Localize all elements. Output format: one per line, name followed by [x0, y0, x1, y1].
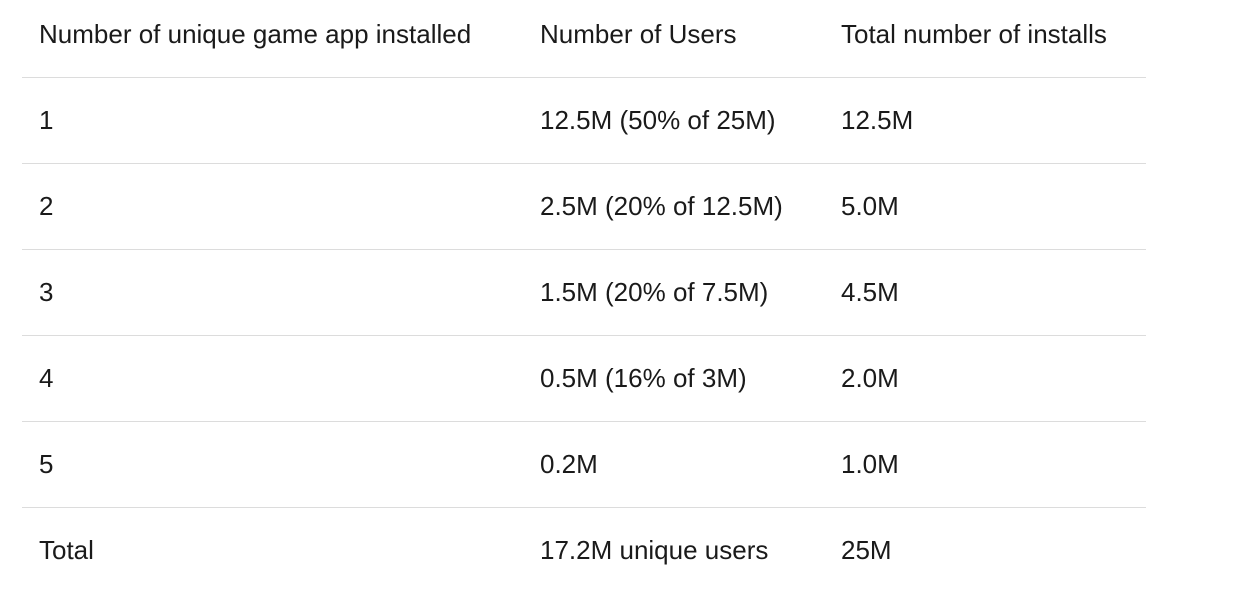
table-row: 1 12.5M (50% of 25M) 12.5M — [22, 77, 1146, 164]
cell-app-count: 3 — [22, 249, 523, 336]
table-row: 5 0.2M 1.0M — [22, 421, 1146, 508]
header-number-of-users: Number of Users — [523, 0, 824, 78]
header-row: Number of unique game app installed Numb… — [22, 0, 1146, 78]
table-header: Number of unique game app installed Numb… — [22, 0, 1146, 78]
cell-app-count: 1 — [22, 77, 523, 164]
cell-users: 12.5M (50% of 25M) — [523, 77, 824, 164]
table-row: 2 2.5M (20% of 12.5M) 5.0M — [22, 163, 1146, 250]
cell-users: 1.5M (20% of 7.5M) — [523, 249, 824, 336]
header-unique-game-apps: Number of unique game app installed — [22, 0, 523, 78]
cell-total-installs: 25M — [841, 534, 892, 565]
installs-table: Number of unique game app installed Numb… — [22, 0, 1146, 593]
cell-users: 0.5M (16% of 3M) — [523, 335, 824, 422]
cell-app-count: 4 — [22, 335, 523, 422]
table-row: 4 0.5M (16% of 3M) 2.0M — [22, 335, 1146, 422]
cell-total-users: 17.2M unique users — [540, 534, 769, 565]
cell-users: 0.2M — [523, 421, 824, 508]
cell-users: 2.5M (20% of 12.5M) — [523, 163, 824, 250]
cell-app-count: 5 — [22, 421, 523, 508]
table-body: 1 12.5M (50% of 25M) 12.5M 2 2.5M (20% o… — [22, 77, 1146, 593]
cell-installs: 4.5M — [824, 249, 1146, 336]
header-total-installs: Total number of installs — [824, 0, 1146, 78]
cell-total-label: Total — [39, 534, 94, 565]
cell-installs: 12.5M — [824, 77, 1146, 164]
cell-installs: 5.0M — [824, 163, 1146, 250]
table-row: 3 1.5M (20% of 7.5M) 4.5M — [22, 249, 1146, 336]
cell-installs: 1.0M — [824, 421, 1146, 508]
cell-app-count: 2 — [22, 163, 523, 250]
table-row-total: Total 17.2M unique users 25M — [22, 507, 1146, 593]
cell-installs: 2.0M — [824, 335, 1146, 422]
